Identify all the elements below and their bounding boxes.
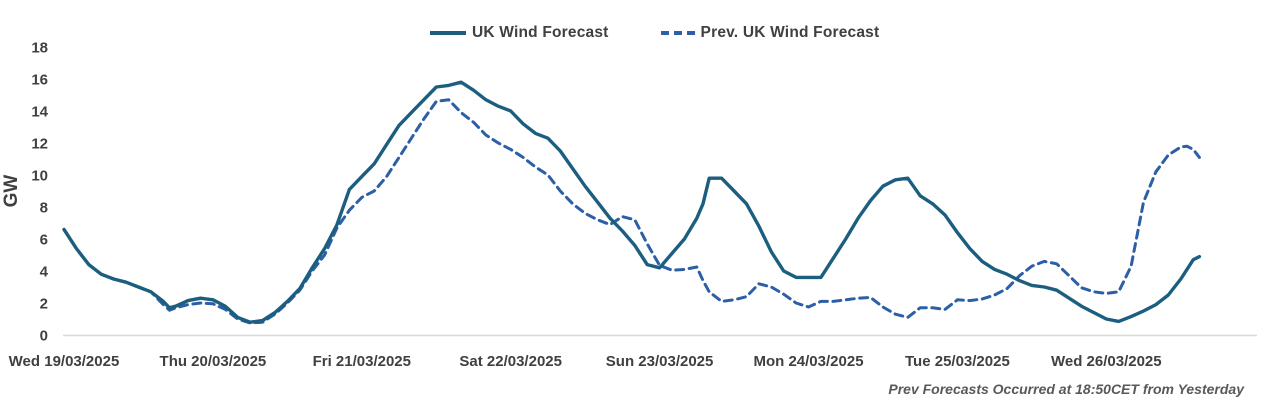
y-tick-label: 6 [40, 232, 48, 249]
y-tick-label: 4 [40, 264, 49, 281]
solid-line-swatch-icon [430, 31, 466, 35]
legend-item-uk-wind-forecast: UK Wind Forecast [430, 24, 609, 42]
y-tick-label: 0 [40, 328, 48, 345]
legend-item-prev-uk-wind-forecast: Prev. UK Wind Forecast [660, 24, 880, 42]
y-tick-label: 2 [40, 296, 48, 313]
footnote: Prev Forecasts Occurred at 18:50CET from… [888, 381, 1244, 397]
series-line-dashed [62, 98, 1201, 325]
y-tick-label: 8 [40, 200, 48, 217]
x-tick-label: Fri 21/03/2025 [313, 353, 411, 370]
x-tick-label: Thu 20/03/2025 [160, 353, 267, 370]
y-tick-label: 12 [31, 136, 48, 153]
y-tick-label: 10 [31, 168, 48, 185]
legend-label: Prev. UK Wind Forecast [700, 24, 880, 41]
y-axis-title: GW [1, 175, 22, 208]
x-tick-label: Sat 22/03/2025 [459, 353, 562, 370]
legend-label: UK Wind Forecast [472, 24, 609, 41]
x-tick-label: Mon 24/03/2025 [753, 353, 863, 370]
x-tick-label: Sun 23/03/2025 [606, 353, 714, 370]
series-line-solid [62, 80, 1202, 324]
y-tick-label: 16 [31, 72, 48, 89]
dashed-line-swatch-icon [660, 31, 695, 35]
y-tick-label: 14 [31, 104, 48, 121]
x-tick-label: Tue 25/03/2025 [905, 353, 1010, 370]
x-tick-label: Wed 26/03/2025 [1051, 353, 1162, 370]
y-tick-label: 18 [31, 40, 48, 57]
x-tick-label: Wed 19/03/2025 [9, 353, 120, 370]
chart-legend: UK Wind Forecast Prev. UK Wind Forecast [430, 24, 879, 42]
